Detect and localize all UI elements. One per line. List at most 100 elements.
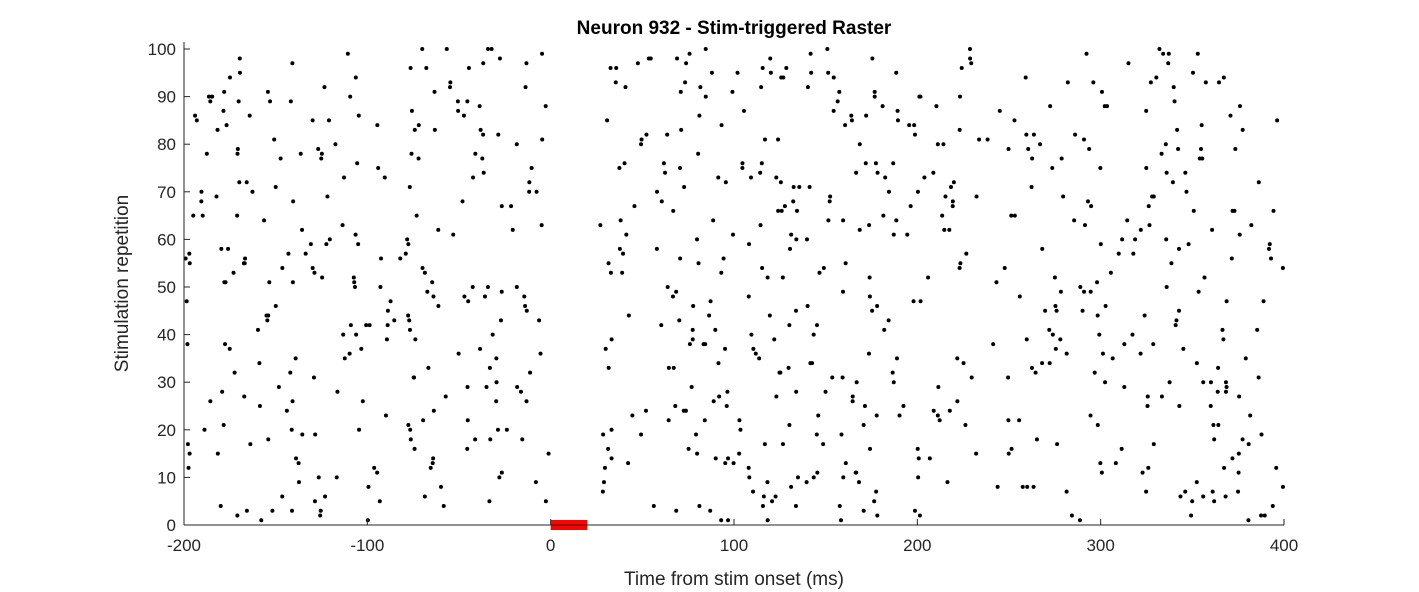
spike-point — [873, 161, 878, 166]
spike-point — [310, 265, 315, 270]
spike-point — [403, 251, 408, 256]
spike-point — [1088, 289, 1093, 294]
spike-point — [485, 47, 490, 51]
spike-point — [1122, 384, 1127, 389]
spike-point — [510, 227, 515, 232]
spike-point — [1031, 484, 1036, 489]
x-axis-label: Time from stim onset (ms) — [624, 569, 844, 590]
spike-point — [850, 399, 855, 404]
spike-point — [462, 294, 467, 299]
spike-point — [414, 213, 419, 218]
spike-point — [778, 180, 783, 185]
plot-background — [184, 42, 1284, 525]
spike-point — [342, 175, 347, 180]
y-axis-label: Stimulation repetition — [112, 195, 133, 372]
spike-point — [288, 370, 293, 375]
spike-point — [841, 475, 846, 480]
spike-point — [375, 123, 380, 128]
spike-point — [765, 275, 770, 280]
spike-point — [220, 389, 225, 394]
spike-point — [1216, 423, 1221, 428]
spike-point — [1191, 70, 1196, 75]
spike-point — [1053, 304, 1058, 309]
spike-point — [425, 289, 430, 294]
spike-point — [1072, 218, 1077, 223]
spike-point — [1026, 146, 1031, 151]
spike-point — [1058, 337, 1063, 342]
spike-point — [797, 185, 802, 190]
spike-point — [481, 61, 486, 66]
spike-point — [1195, 51, 1200, 56]
y-tick-label: 40 — [157, 326, 176, 345]
spike-point — [1183, 170, 1188, 175]
spike-point — [222, 280, 227, 285]
spike-point — [837, 89, 842, 94]
spike-point — [723, 461, 728, 466]
spike-point — [1047, 327, 1052, 332]
spike-point — [280, 494, 285, 499]
spike-point — [428, 465, 433, 470]
spike-point — [1006, 146, 1011, 151]
spike-point — [1224, 299, 1229, 304]
spike-point — [794, 237, 799, 242]
spike-point — [838, 518, 843, 523]
spike-point — [1271, 208, 1276, 213]
spike-point — [795, 475, 800, 480]
spike-point — [1050, 166, 1055, 170]
spike-point — [1095, 280, 1100, 285]
spike-point — [1243, 356, 1248, 361]
spike-point — [621, 251, 626, 256]
spike-point — [917, 94, 922, 99]
spike-point — [823, 389, 828, 394]
spike-point — [1053, 346, 1058, 351]
spike-point — [509, 204, 514, 209]
spike-point — [523, 304, 528, 309]
spike-point — [826, 70, 831, 75]
spike-point — [940, 213, 945, 218]
spike-point — [1236, 451, 1241, 456]
spike-point — [866, 351, 871, 356]
spike-point — [208, 99, 213, 104]
spike-point — [1006, 375, 1011, 380]
spike-point — [1145, 394, 1150, 399]
spike-point — [1144, 166, 1149, 170]
spike-point — [624, 232, 629, 237]
spike-point — [407, 327, 412, 332]
spike-point — [883, 175, 888, 180]
spike-point — [1144, 489, 1149, 494]
spike-point — [1215, 389, 1220, 394]
spike-point — [514, 142, 519, 147]
spike-point — [1237, 104, 1242, 109]
spike-point — [1148, 80, 1153, 85]
spike-point — [863, 161, 868, 166]
spike-point — [841, 218, 846, 223]
spike-point — [765, 518, 770, 523]
spike-point — [359, 346, 364, 351]
spike-point — [1047, 361, 1052, 366]
spike-point — [372, 465, 377, 470]
spike-point — [950, 204, 955, 209]
spike-point — [808, 361, 813, 366]
spike-point — [926, 275, 931, 280]
spike-point — [499, 289, 504, 294]
spike-point — [333, 142, 338, 147]
spike-point — [1176, 246, 1181, 251]
spike-point — [740, 166, 745, 170]
spike-point — [388, 299, 393, 304]
spike-point — [1221, 337, 1226, 342]
spike-point — [529, 166, 534, 170]
spike-point — [1144, 108, 1149, 113]
spike-point — [1142, 313, 1147, 318]
spike-point — [1147, 223, 1152, 228]
spike-point — [514, 285, 519, 289]
spike-point — [319, 151, 324, 156]
spike-point — [912, 132, 917, 137]
spike-point — [540, 51, 545, 56]
spike-point — [1012, 213, 1017, 218]
spike-point — [661, 161, 666, 166]
y-tick-label: 90 — [157, 88, 176, 107]
spike-point — [947, 408, 952, 413]
spike-point — [1259, 432, 1264, 437]
spike-point — [931, 170, 936, 175]
spike-point — [1009, 446, 1014, 451]
